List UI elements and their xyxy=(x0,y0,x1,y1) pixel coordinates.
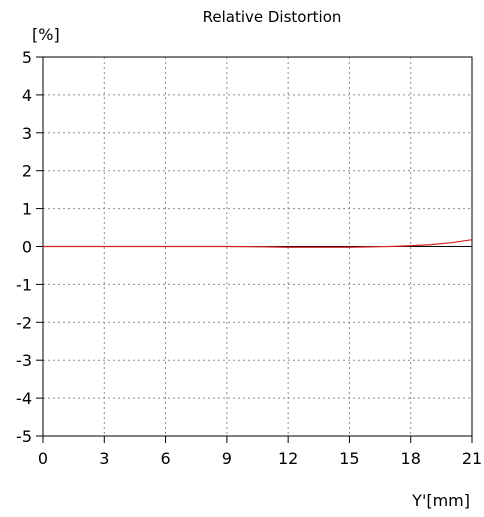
y-tick-label: -3 xyxy=(16,351,32,370)
y-tick-label: 5 xyxy=(22,48,32,67)
x-tick-label: 6 xyxy=(160,449,170,468)
y-tick-label: -1 xyxy=(16,275,32,294)
x-tick-label: 3 xyxy=(99,449,109,468)
y-tick-label: 1 xyxy=(22,200,32,219)
x-tick-label: 15 xyxy=(339,449,359,468)
y-tick-label: -4 xyxy=(16,389,32,408)
y-tick-label: 2 xyxy=(22,162,32,181)
y-tick-label: -5 xyxy=(16,427,32,446)
x-tick-label: 21 xyxy=(462,449,482,468)
grid-lines xyxy=(43,57,472,436)
series-layer xyxy=(43,239,473,248)
y-tick-label: 3 xyxy=(22,124,32,143)
x-tick-label: 12 xyxy=(278,449,298,468)
y-tick-label: -2 xyxy=(16,313,32,332)
x-tick-label: 0 xyxy=(38,449,48,468)
y-axis-label: [%] xyxy=(32,25,60,44)
y-tick-label: 4 xyxy=(22,86,32,105)
x-axis-label: Y'[mm] xyxy=(411,491,470,510)
x-tick-label: 9 xyxy=(222,449,232,468)
distortion-series-line xyxy=(43,239,473,248)
chart-title: Relative Distortion xyxy=(203,8,342,26)
axis-ticks xyxy=(36,56,473,443)
y-tick-label: 0 xyxy=(22,238,32,257)
x-tick-label: 18 xyxy=(401,449,421,468)
